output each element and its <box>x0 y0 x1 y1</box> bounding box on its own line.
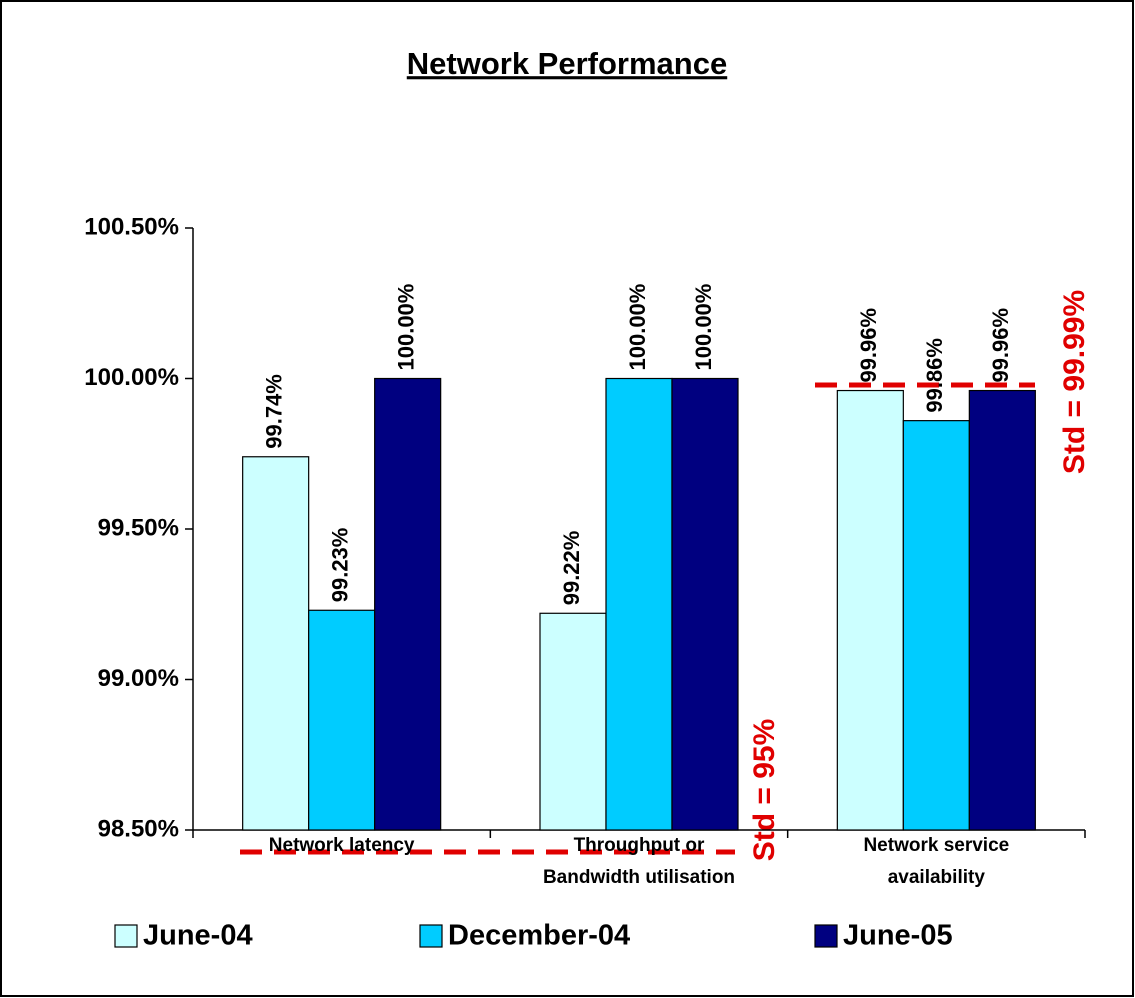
value-label: 99.22% <box>559 531 584 606</box>
bar <box>671 377 739 831</box>
x-tick-label: Throughput or Bandwidth utilisation <box>542 835 736 888</box>
x-tick-label: Network latency <box>268 835 415 856</box>
legend-label: June-05 <box>843 920 953 952</box>
value-label: 100.00% <box>625 284 650 371</box>
bar <box>836 389 904 831</box>
y-tick-label: 98.50% <box>98 815 179 842</box>
annotation: Std = 99.99% <box>1058 290 1091 474</box>
bar <box>308 609 376 831</box>
y-tick-label: 99.00% <box>98 665 179 692</box>
legend-label: June-04 <box>143 920 253 952</box>
legend-swatch <box>419 924 443 948</box>
annotation: Std = 95% <box>748 719 781 862</box>
x-tick-label: Network service availability <box>863 835 1010 888</box>
value-label: 99.86% <box>922 338 947 413</box>
y-tick-label: 100.50% <box>84 213 179 240</box>
value-label: 99.96% <box>856 308 881 383</box>
bar <box>902 420 970 831</box>
y-tick-label: 99.50% <box>98 514 179 541</box>
value-label: 99.23% <box>327 528 352 603</box>
bar <box>968 389 1036 831</box>
bar <box>539 612 607 831</box>
bar <box>374 377 442 831</box>
chart-title: Network Performance <box>407 46 727 81</box>
legend-swatch <box>114 924 138 948</box>
bar <box>242 456 310 831</box>
y-tick-label: 100.00% <box>84 364 179 391</box>
legend-swatch <box>814 924 838 948</box>
value-label: 99.74% <box>261 374 286 449</box>
bar <box>605 377 673 831</box>
value-label: 100.00% <box>691 284 716 371</box>
legend-label: December-04 <box>448 920 630 952</box>
value-label: 100.00% <box>393 284 418 371</box>
value-label: 99.96% <box>988 308 1013 383</box>
